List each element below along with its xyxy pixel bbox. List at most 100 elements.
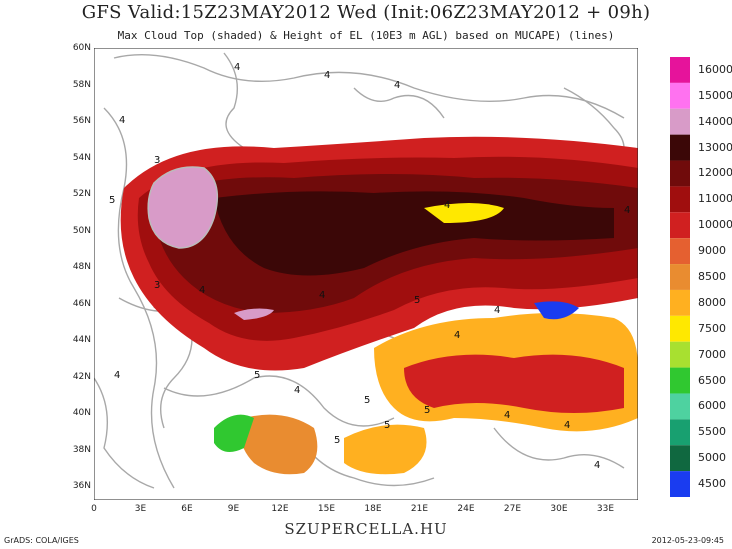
colorbar-swatch [670, 445, 690, 472]
render-date: 2012-05-23-09:45 [651, 536, 724, 545]
svg-text:3: 3 [154, 155, 160, 166]
svg-text:4: 4 [564, 420, 570, 431]
colorbar-value: 16000 [698, 62, 732, 76]
latitude-label: 38N [72, 444, 91, 455]
colorbar-swatch [670, 264, 690, 290]
colorbar-value: 6500 [698, 373, 726, 387]
svg-text:4: 4 [114, 370, 120, 381]
colorbar-swatch [670, 315, 690, 342]
svg-text:4: 4 [199, 285, 205, 296]
chart-subtitle: Max Cloud Top (shaded) & Height of EL (1… [117, 29, 615, 42]
site-footer: SZUPERCELLA.HU [284, 520, 448, 538]
longitude-label: 3E [134, 504, 147, 514]
colorbar-value: 8000 [698, 295, 726, 309]
colorbar-value: 11000 [698, 192, 732, 206]
convective-patch-balkan-red [404, 354, 624, 413]
latitude-label: 54N [72, 152, 91, 163]
longitude-label: 21E [410, 504, 429, 514]
svg-text:4: 4 [494, 305, 500, 316]
svg-text:4: 4 [234, 62, 240, 73]
latitude-label: 44N [72, 335, 91, 345]
colorbar-value: 8500 [698, 270, 726, 283]
colorbar-swatch [670, 134, 690, 161]
colorbar-value: 15000 [698, 88, 732, 102]
cloud-top-pink-small [234, 308, 274, 320]
colorbar-value: 6000 [698, 399, 726, 413]
longitude-label: 12E [271, 504, 289, 514]
convective-patch-green [214, 414, 254, 452]
convective-patch-blue [534, 301, 579, 320]
colorbar-swatch [670, 82, 690, 109]
svg-text:4: 4 [594, 460, 600, 471]
colorbar-swatch [670, 212, 690, 239]
colorbar-value: 10000 [698, 218, 732, 232]
colorbar-swatch [670, 186, 690, 213]
svg-text:4: 4 [624, 205, 630, 216]
colorbar-swatch [670, 57, 690, 83]
longitude-label: 15E [317, 504, 336, 514]
svg-text:3: 3 [154, 280, 160, 291]
colorbar-value: 9000 [698, 244, 726, 258]
longitude-label: 6E [181, 504, 193, 514]
colorbar-swatch [670, 160, 690, 187]
colorbar-value: 13000 [698, 140, 732, 154]
convective-patch-greece [344, 424, 427, 475]
colorbar-value: 5000 [698, 451, 726, 465]
grads-credit: GrADS: COLA/IGES [4, 536, 79, 545]
svg-text:5: 5 [109, 195, 115, 206]
longitude-label: 18E [364, 504, 382, 514]
latitude-label: 60N [72, 43, 91, 53]
svg-text:4: 4 [119, 115, 125, 126]
svg-text:5: 5 [254, 370, 260, 381]
colorbar-swatch [670, 419, 690, 446]
svg-text:4: 4 [324, 70, 330, 81]
latitude-label: 56N [72, 116, 91, 126]
svg-text:5: 5 [364, 395, 370, 406]
latitude-label: 48N [72, 262, 91, 272]
latitude-label: 58N [72, 79, 91, 90]
colorbar-value: 5500 [698, 425, 726, 439]
svg-text:4: 4 [444, 200, 450, 211]
latitude-label: 36N [72, 481, 91, 491]
svg-text:4: 4 [504, 410, 510, 421]
longitude-label: 0 [91, 504, 97, 514]
colorbar-value: 14000 [698, 114, 732, 128]
longitude-label: 24E [457, 504, 475, 514]
colorbar-value: 7000 [698, 347, 726, 361]
cloud-top-band-core [214, 191, 614, 276]
svg-text:5: 5 [334, 435, 340, 446]
colorbar-swatch [670, 238, 690, 265]
latitude-label: 46N [72, 298, 91, 309]
latitude-label: 52N [72, 189, 91, 199]
svg-text:4: 4 [394, 80, 400, 91]
chart-title: GFS Valid:15Z23MAY2012 Wed (Init:06Z23MA… [81, 2, 651, 23]
colorbar [670, 57, 690, 497]
longitude-label: 9E [227, 504, 240, 514]
latitude-label: 42N [72, 371, 91, 382]
svg-text:5: 5 [414, 295, 420, 306]
svg-text:5: 5 [384, 420, 390, 431]
weather-map: 4 4 4 4 3 5 3 4 4 5 4 4 5 4 5 5 4 4 4 5 5 4 4 4 [94, 48, 638, 500]
svg-text:5: 5 [424, 405, 430, 416]
svg-text:4: 4 [294, 385, 300, 396]
convective-patch-italy [240, 414, 318, 475]
longitude-label: 33E [596, 504, 615, 514]
longitude-label: 27E [503, 504, 522, 514]
colorbar-swatch [670, 341, 690, 368]
colorbar-swatch [670, 108, 690, 135]
colorbar-swatch [670, 393, 690, 420]
longitude-label: 30E [550, 504, 568, 514]
colorbar-swatch [670, 289, 690, 316]
latitude-label: 40N [72, 408, 91, 418]
colorbar-value: 7500 [698, 321, 726, 335]
svg-text:4: 4 [454, 330, 460, 341]
contour-labels: 4 4 4 4 3 5 3 4 4 5 4 4 5 4 5 5 4 4 4 5 5 4 4 4 [109, 62, 630, 471]
svg-text:4: 4 [319, 290, 325, 301]
colorbar-value: 12000 [698, 166, 732, 180]
colorbar-value: 4500 [698, 477, 726, 491]
latitude-label: 50N [72, 225, 91, 236]
colorbar-swatch [670, 367, 690, 394]
cloud-top-pink-core [147, 166, 219, 249]
colorbar-swatch [670, 471, 690, 497]
convective-patch-yellow-north [424, 203, 504, 223]
